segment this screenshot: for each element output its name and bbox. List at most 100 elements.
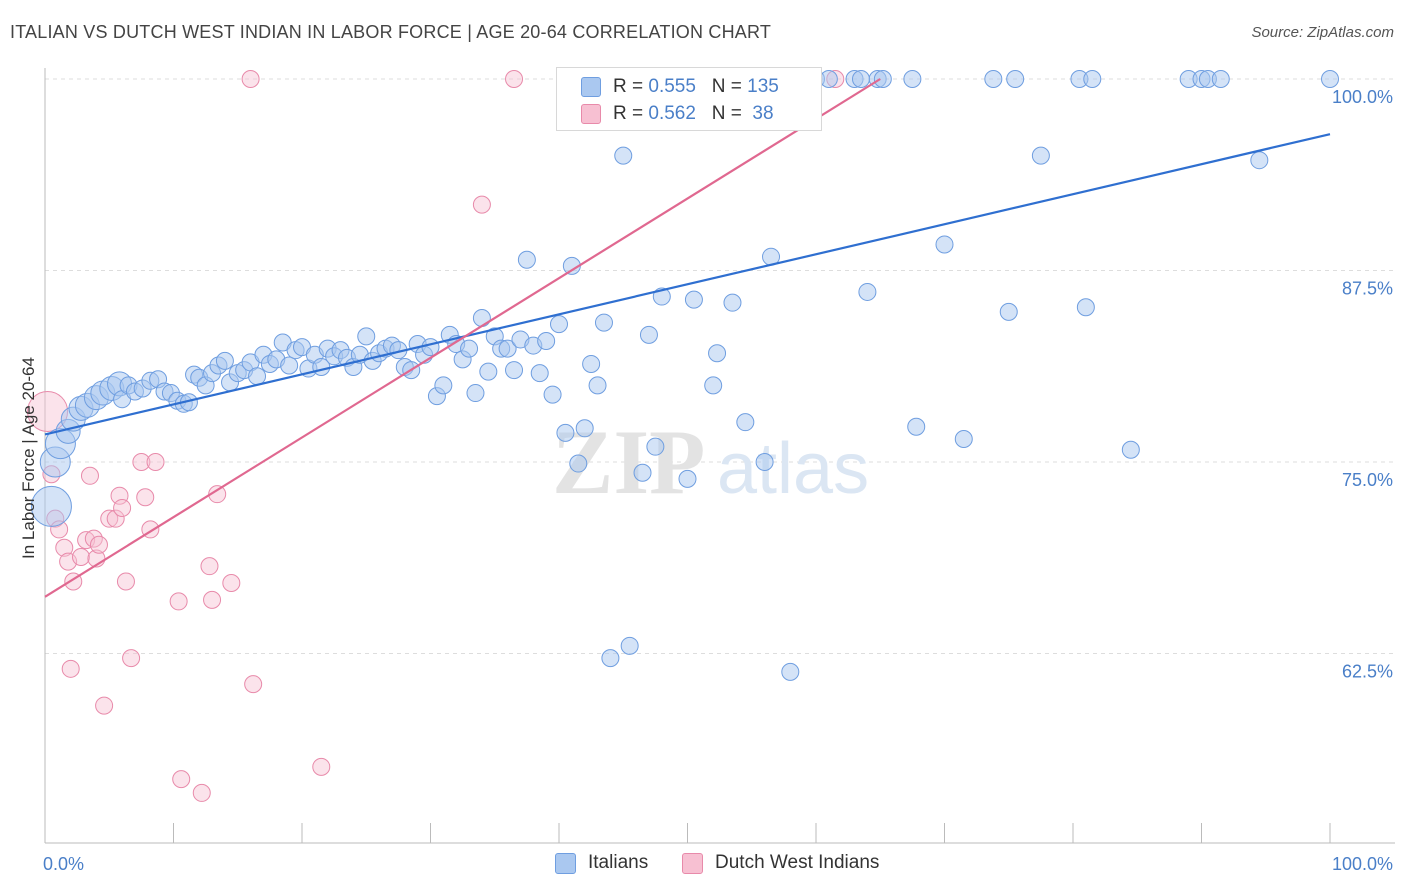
y-axis-title: In Labor Force | Age 20-64 (19, 357, 38, 559)
italians-point (723, 293, 742, 312)
italians-point (517, 250, 536, 269)
italians-point (781, 662, 800, 681)
n-label: N = (711, 76, 748, 97)
r-value: 0.555 (648, 76, 696, 97)
dutch-point (136, 488, 155, 507)
italians-point (588, 376, 607, 395)
italians-point (498, 339, 517, 358)
italians-point (1031, 146, 1050, 165)
legend-item-italians[interactable]: Italians (555, 852, 648, 874)
italians-point (30, 485, 72, 527)
dutch-point (106, 509, 125, 528)
italians-point (646, 437, 665, 456)
r-label: R = (613, 103, 649, 124)
dutch-point (80, 466, 99, 485)
dutch-point (95, 696, 114, 715)
italians-point (907, 417, 926, 436)
italians-point (215, 351, 234, 370)
n-value: 135 (747, 76, 779, 97)
italians-point (954, 430, 973, 449)
italians-point (1321, 70, 1339, 88)
italians-point (248, 367, 267, 386)
italians-point (704, 376, 723, 395)
italians-point (984, 70, 1003, 88)
italians-point (1250, 151, 1269, 170)
dutch-point (312, 757, 331, 776)
y-tick-label: 62.5% (1342, 662, 1393, 682)
dutch-point (146, 453, 165, 471)
italians-point (633, 463, 652, 482)
italians-points-layer (30, 70, 1339, 681)
dutch-point (505, 70, 524, 88)
dutch-point (200, 557, 219, 576)
dutch-swatch (581, 104, 601, 124)
dutch-point (169, 592, 188, 611)
legend-row-text: R = 0.562 N = 38 (613, 103, 774, 125)
correlation-legend: R = 0.555 N = 135 R = 0.562 N = 38 (556, 67, 822, 131)
italians-point (537, 331, 556, 350)
y-tick-label: 100.0% (1332, 87, 1393, 107)
y-tick-label: 87.5% (1342, 279, 1393, 299)
dutch-point (116, 572, 135, 591)
italians-point (479, 362, 498, 381)
italians-point (1006, 70, 1025, 88)
r-label: R = (613, 76, 649, 97)
italians-point (472, 308, 491, 327)
dutch-trend-line (44, 78, 881, 598)
chart-title: ITALIAN VS DUTCH WEST INDIAN IN LABOR FO… (10, 22, 772, 42)
italians-point (903, 70, 922, 88)
x-tick-label-left: 0.0% (43, 854, 84, 874)
dutch-point (61, 659, 80, 678)
dutch-point (55, 538, 74, 557)
legend-label-italians: Italians (588, 852, 649, 873)
italians-point (851, 70, 870, 88)
italians-point (582, 354, 601, 373)
legend-item-dutch[interactable]: Dutch West Indians (682, 852, 879, 874)
italians-point (575, 419, 594, 438)
dutch-point (71, 547, 90, 566)
trend-lines-layer (44, 78, 1331, 598)
dutch-point (192, 783, 211, 802)
dutch-point (172, 770, 191, 789)
legend-label-dutch: Dutch West Indians (715, 852, 880, 873)
italians-point (466, 384, 485, 403)
dutch-swatch (682, 852, 703, 874)
italians-point (601, 649, 620, 668)
italians-trend-line (44, 133, 1331, 436)
italians-swatch (581, 77, 601, 97)
n-value: 38 (747, 103, 774, 124)
italians-point (569, 454, 588, 473)
italians-point (935, 235, 954, 254)
italians-point (819, 70, 838, 88)
dutch-point (203, 590, 222, 609)
source-label: Source: ZipAtlas.com (1251, 24, 1394, 41)
legend-row-text: R = 0.555 N = 135 (613, 76, 779, 98)
dutch-point (222, 574, 241, 593)
italians-point (873, 70, 892, 88)
italians-point (708, 344, 727, 363)
italians-point (543, 385, 562, 404)
dutch-point (472, 195, 491, 214)
italians-point (1211, 70, 1230, 88)
watermark-atlas: atlas (717, 429, 869, 509)
italians-point (434, 376, 453, 395)
italians-point (505, 361, 524, 380)
italians-point (999, 302, 1018, 321)
dutch-point (113, 498, 132, 517)
dutch-point (244, 675, 263, 694)
italians-point (755, 453, 774, 471)
italians-swatch (555, 852, 576, 874)
axis-labels-layer: 62.5% 75.0% 87.5% 100.0% 0.0% 100.0% In Labor … (19, 87, 1393, 874)
dutch-point (100, 509, 119, 528)
italians-point (594, 313, 613, 332)
n-label: N = (711, 103, 748, 124)
italians-point (736, 413, 755, 432)
italians-point (550, 315, 568, 334)
series-legend: Italians Dutch West Indians (0, 852, 1406, 878)
dutch-point (122, 649, 141, 668)
dutch-point (241, 70, 260, 88)
italians-point (858, 282, 877, 301)
dutch-point (89, 535, 108, 554)
r-value: 0.562 (648, 103, 696, 124)
